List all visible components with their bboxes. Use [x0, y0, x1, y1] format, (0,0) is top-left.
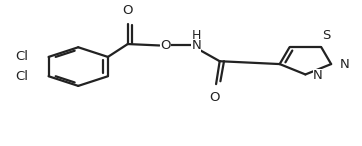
- Text: O: O: [209, 91, 219, 104]
- Text: Cl: Cl: [16, 70, 29, 83]
- Text: Cl: Cl: [16, 50, 29, 63]
- Text: H: H: [191, 29, 201, 42]
- Text: O: O: [160, 39, 171, 52]
- Text: N: N: [340, 58, 350, 71]
- Text: N: N: [313, 69, 323, 82]
- Text: O: O: [122, 4, 133, 17]
- Text: N: N: [191, 39, 201, 52]
- Text: S: S: [323, 28, 331, 42]
